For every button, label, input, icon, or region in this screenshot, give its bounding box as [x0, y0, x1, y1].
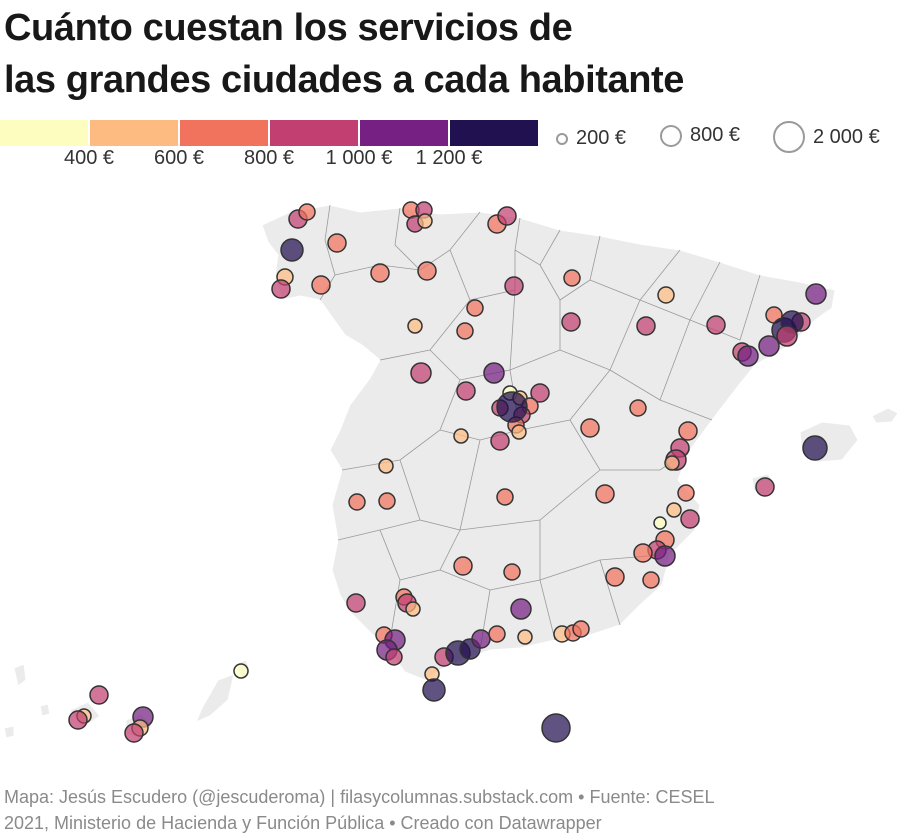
city-circle[interactable] [653, 516, 667, 530]
title-line-1: Cuánto cuestan los servicios de [4, 7, 573, 49]
city-circle[interactable] [805, 283, 827, 305]
city-circle[interactable] [417, 213, 433, 229]
color-legend-tick: 400 € [63, 147, 115, 169]
footer-credit-line-1: Mapa: Jesús Escudero (@jescuderoma) | fi… [4, 787, 715, 807]
city-circle[interactable] [636, 316, 656, 336]
map-footer: Mapa: Jesús Escudero (@jescuderoma) | fi… [4, 784, 894, 836]
city-circle[interactable] [561, 312, 581, 332]
city-circle[interactable] [348, 493, 366, 511]
circle-icon [556, 132, 568, 145]
color-legend-tick: 1 200 € [415, 147, 483, 169]
city-circle[interactable] [706, 315, 726, 335]
city-circle[interactable] [410, 362, 432, 384]
city-circle[interactable] [378, 458, 394, 474]
city-circles [68, 201, 828, 743]
city-circle[interactable] [311, 275, 331, 295]
island-gomera [39, 703, 51, 717]
city-circle[interactable] [530, 383, 550, 403]
city-circle[interactable] [471, 629, 491, 649]
size-legend-label: 2 000 € [813, 125, 880, 148]
circle-icon [660, 124, 682, 147]
title-line-2: las grandes ciudades a cada habitante [4, 59, 685, 101]
city-circle[interactable] [504, 276, 524, 296]
map-title: Cuánto cuestan los servicios de las gran… [4, 2, 894, 106]
city-circle[interactable] [680, 509, 700, 529]
circle-icon [773, 121, 805, 153]
city-circle[interactable] [298, 203, 316, 221]
city-circle[interactable] [466, 299, 484, 317]
city-circle[interactable] [657, 286, 675, 304]
city-circle[interactable] [605, 567, 625, 587]
footer-credit-line-2: 2021, Ministerio de Hacienda y Función P… [4, 813, 602, 833]
city-circle[interactable] [503, 563, 521, 581]
color-legend-swatch-1 [0, 120, 88, 146]
city-circle[interactable] [327, 233, 347, 253]
city-circle[interactable] [453, 428, 469, 444]
city-circle[interactable] [633, 543, 653, 563]
city-circle[interactable] [89, 685, 109, 705]
city-circle[interactable] [758, 335, 780, 357]
island-menorca [871, 407, 899, 424]
city-circle[interactable] [541, 713, 571, 743]
city-circle[interactable] [511, 424, 527, 440]
city-circle[interactable] [737, 345, 759, 367]
color-legend-swatch-2 [90, 120, 178, 146]
city-circle[interactable] [496, 391, 528, 423]
city-circle[interactable] [405, 601, 421, 617]
city-circle[interactable] [490, 431, 510, 451]
city-circle[interactable] [453, 556, 473, 576]
city-circle[interactable] [776, 325, 798, 347]
city-circle[interactable] [595, 484, 615, 504]
city-circle[interactable] [280, 238, 304, 262]
size-legend-label: 800 € [690, 124, 741, 146]
city-circle[interactable] [664, 455, 680, 471]
city-circle[interactable] [483, 362, 505, 384]
island-fuerteventura [195, 673, 235, 723]
city-circle[interactable] [517, 629, 533, 645]
city-circle[interactable] [678, 421, 698, 441]
city-circle[interactable] [629, 399, 647, 417]
city-circle[interactable] [271, 279, 291, 299]
color-legend-swatch-3 [180, 120, 268, 146]
city-circle[interactable] [572, 620, 590, 638]
city-circle[interactable] [407, 318, 423, 334]
city-circle[interactable] [642, 571, 660, 589]
color-legend-tick: 1 000 € [325, 147, 393, 169]
city-circle[interactable] [755, 477, 775, 497]
city-circle[interactable] [378, 492, 396, 510]
island-hierro [3, 725, 15, 739]
city-circle[interactable] [417, 261, 437, 281]
iberian-peninsula [261, 204, 836, 681]
size-legend-item: 2 000 € [773, 121, 880, 153]
size-legend-item: 200 € [556, 127, 626, 150]
size-legend-item: 800 € [660, 124, 740, 147]
city-circle[interactable] [654, 545, 676, 567]
island-la-palma [13, 663, 27, 687]
spain-map [3, 201, 899, 743]
color-legend-tick: 800 € [243, 147, 295, 169]
city-circle[interactable] [456, 381, 476, 401]
size-legend-label: 200 € [576, 127, 627, 149]
city-circle[interactable] [456, 322, 474, 340]
city-circle[interactable] [346, 593, 366, 613]
city-circle[interactable] [666, 502, 682, 518]
city-circle[interactable] [580, 418, 600, 438]
city-circle[interactable] [68, 710, 88, 730]
color-legend-swatch-5 [360, 120, 448, 146]
color-legend-swatch-4 [270, 120, 358, 146]
color-legend-swatch-6 [450, 120, 538, 146]
city-circle[interactable] [677, 484, 695, 502]
city-circle[interactable] [488, 625, 506, 643]
city-circle[interactable] [510, 598, 532, 620]
city-circle[interactable] [233, 663, 249, 679]
city-circle[interactable] [802, 435, 828, 461]
color-legend-tick: 600 € [153, 147, 205, 169]
city-circle[interactable] [124, 723, 144, 743]
city-circle[interactable] [497, 206, 517, 226]
city-circle[interactable] [563, 269, 581, 287]
city-circle[interactable] [385, 648, 403, 666]
city-circle[interactable] [370, 263, 390, 283]
city-circle[interactable] [422, 678, 446, 702]
city-circle[interactable] [496, 488, 514, 506]
